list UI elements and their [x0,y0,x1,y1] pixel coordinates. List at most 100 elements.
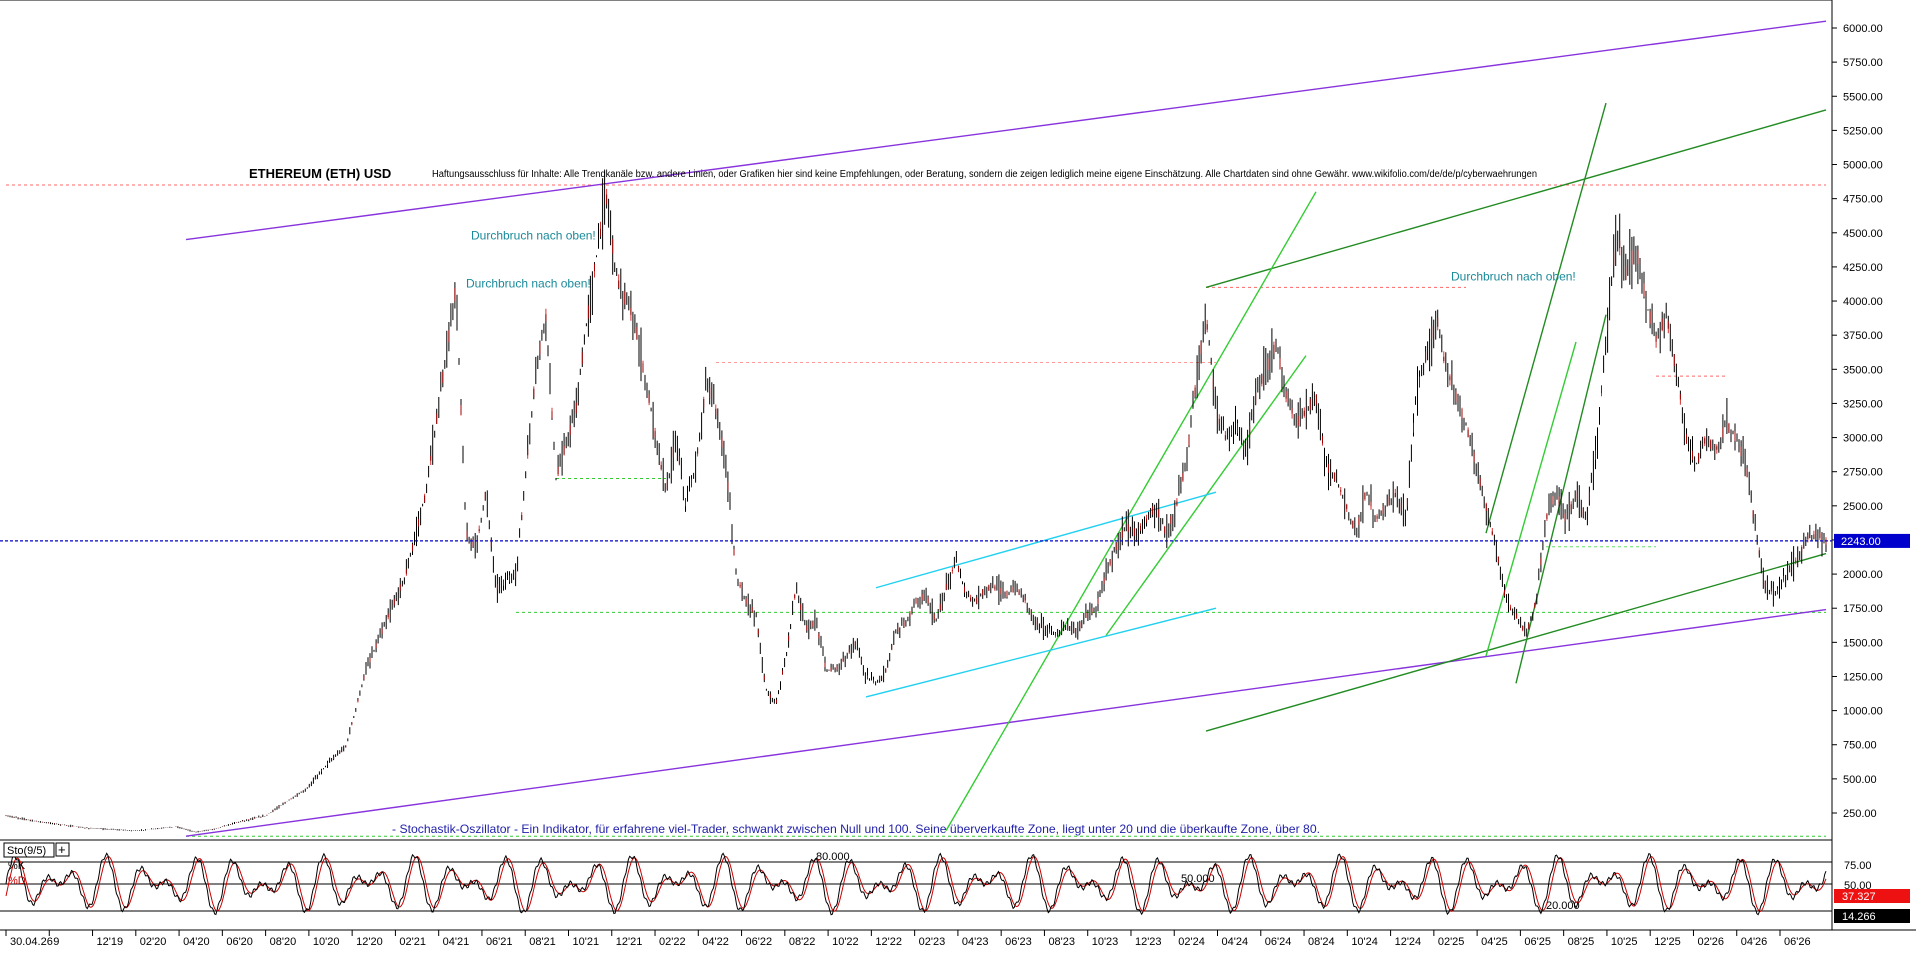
price-candles-down [5,188,1827,832]
time-tick-label: 02'25 [1438,936,1465,948]
time-tick-label: 06'23 [1005,936,1032,948]
time-tick-label: 06'24 [1265,936,1292,948]
time-tick-label: 04'26 [1741,936,1768,948]
plus-icon: + [58,842,66,857]
time-tick-label: 02'22 [659,936,686,948]
osc-tick-75: 75.00 [1844,860,1872,872]
price-tick-label: 4500.00 [1843,228,1883,240]
trend-lines [185,20,1827,837]
price-tick-label: 5000.00 [1843,160,1883,172]
breakout-annotation: Durchbruch nach oben! [1451,270,1576,284]
time-tick-label: 06'22 [746,936,773,948]
time-tick-label: 04'21 [443,936,470,948]
osc-level-50-label: 50.000 [1181,873,1215,885]
time-tick-label: 02'26 [1697,936,1724,948]
osc-level-20-label: 20.000 [1546,900,1580,912]
k-label: %K [8,860,26,872]
time-tick-label: 08'24 [1308,936,1335,948]
trend-line [1485,341,1577,657]
price-tick-label: 4750.00 [1843,194,1883,206]
trend-line [185,608,1827,837]
time-tick-label: 12'24 [1395,936,1422,948]
price-tick-label: 3500.00 [1843,364,1883,376]
price-tick-label: 1750.00 [1843,603,1883,615]
price-tick-label: 2750.00 [1843,467,1883,479]
trend-line [1205,109,1827,289]
price-tick-label: 4250.00 [1843,262,1883,274]
time-tick-label: 08'21 [529,936,556,948]
indicator-description: - Stochastik-Oszillator - Ein Indikator,… [392,822,1320,836]
time-tick-label: 02'24 [1178,936,1205,948]
price-tick-label: 750.00 [1843,740,1877,752]
indicator-name: Sto(9/5) [7,845,46,857]
breakout-annotation: Durchbruch nach oben! [471,229,596,243]
time-tick-label: 02'20 [140,936,167,948]
disclaimer-text: Haftungsausschluss für Inhalte: Alle Tre… [432,169,1537,180]
time-tick-label: 12'22 [875,936,902,948]
time-tick-label: 06'20 [226,936,253,948]
trend-line [865,607,1217,698]
time-tick-label: 04'24 [1222,936,1249,948]
time-tick-label: 06'21 [486,936,513,948]
time-tick-label: 10'23 [1092,936,1119,948]
time-tick-label: 12'20 [356,936,383,948]
price-tick-label: 1500.00 [1843,637,1883,649]
k-value: 37.327 [1842,891,1876,903]
chart-title: ETHEREUM (ETH) USD [249,166,391,181]
time-tick-label: 9 [53,936,59,948]
time-tick-label: 04'23 [962,936,989,948]
time-tick-label: 08'20 [270,936,297,948]
indicator-name-box[interactable] [3,842,55,858]
stochastic-panel: 80.000 50.000 20.000 Sto(9/5) + %K %D 75… [0,842,1910,923]
time-tick-label: 04'25 [1481,936,1508,948]
time-tick-label: 06'26 [1784,936,1811,948]
time-tick-label: 08'22 [789,936,816,948]
time-tick-label: 10'24 [1351,936,1378,948]
trend-line [945,191,1317,832]
stochastic-k-line [5,852,1827,916]
time-tick-label: 06'25 [1524,936,1551,948]
price-tick-label: 3750.00 [1843,330,1883,342]
osc-lines [5,852,1827,916]
time-tick-label: 04'22 [702,936,729,948]
price-tick-label: 1000.00 [1843,706,1883,718]
time-tick-label: 02'23 [919,936,946,948]
trend-line [1485,102,1607,534]
price-tick-label: 250.00 [1843,808,1877,820]
time-tick-label: 10'20 [313,936,340,948]
time-tick-label: 08'25 [1568,936,1595,948]
time-tick-label: 10'21 [572,936,599,948]
trend-line [185,20,1827,241]
time-tick-label: 02'21 [399,936,426,948]
d-label: %D [8,875,26,887]
price-tick-label: 6000.00 [1843,23,1883,35]
time-tick-label: 12'23 [1135,936,1162,948]
price-tick-label: 3250.00 [1843,398,1883,410]
dashed-levels [6,184,1826,837]
price-tick-label: 2000.00 [1843,569,1883,581]
k-value-box [1834,889,1910,903]
breakout-annotation: Durchbruch nach oben! [466,276,591,290]
price-tick-label: 3000.00 [1843,433,1883,445]
time-tick-label: 04'20 [183,936,210,948]
d-value: 14.266 [1842,911,1876,923]
price-tick-label: 5500.00 [1843,91,1883,103]
price-tick-label: 1250.00 [1843,671,1883,683]
indicator-expand-button[interactable] [55,842,70,857]
time-tick-label: 08'23 [1048,936,1075,948]
d-value-box [1834,909,1910,923]
time-tick-label: 12'25 [1654,936,1681,948]
time-tick-label: 12'21 [616,936,643,948]
trend-line [875,491,1217,589]
time-ticks: 30.04.26 9 12'19 02'20 04'20 06'20 08'20 10'20 1… [5,930,1811,948]
price-tick-label: 5750.00 [1843,57,1883,69]
last-price-label: 2243.00 [1841,536,1881,548]
last-price-box [1834,533,1910,548]
time-tick-label: 10'25 [1611,936,1638,948]
price-tick-label: 5250.00 [1843,125,1883,137]
price-tick-label: 4000.00 [1843,296,1883,308]
annotations: Durchbruch nach oben! Durchbruch nach obe… [466,229,1576,291]
